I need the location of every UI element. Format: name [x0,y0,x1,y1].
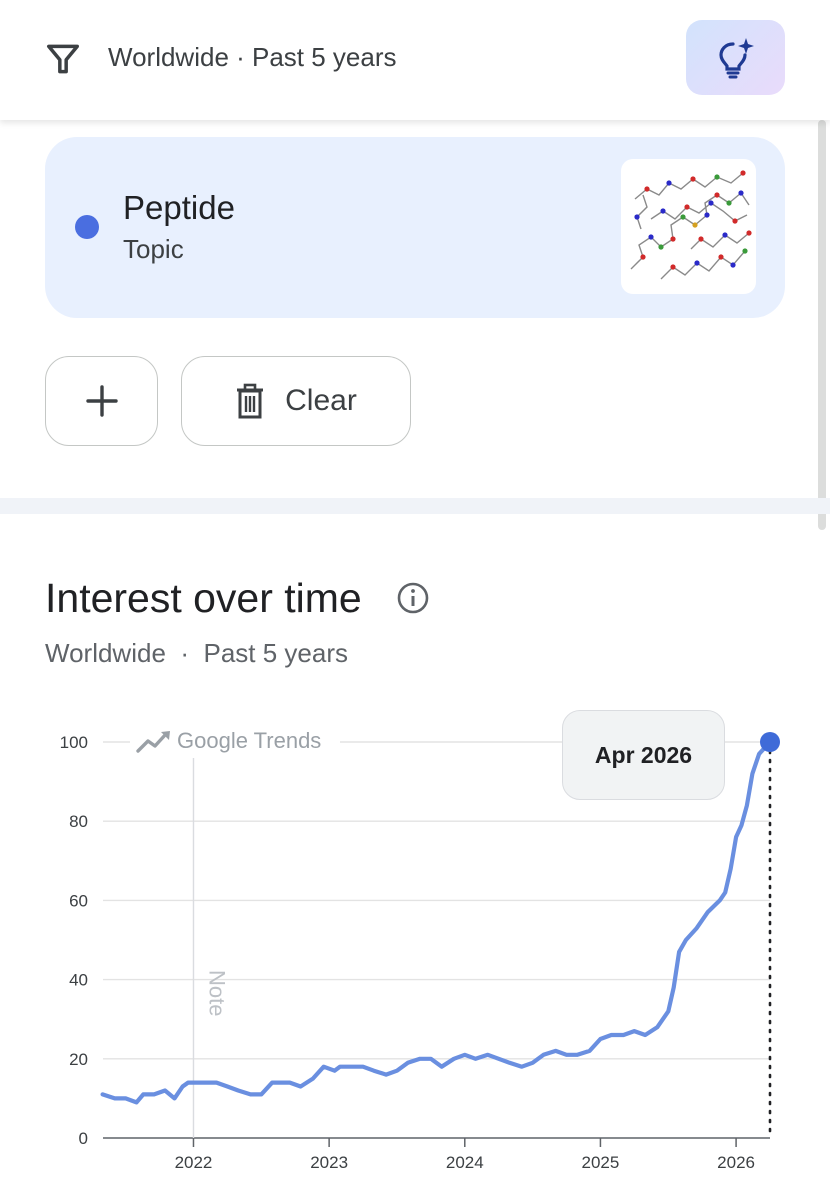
top-bar: Worldwide · Past 5 years [0,0,830,120]
filter-summary[interactable]: Worldwide · Past 5 years [108,42,397,72]
search-term-card[interactable]: Peptide Topic [45,137,785,318]
y-tick-label: 60 [69,891,88,910]
peptide-molecule-image [621,159,756,294]
y-tick-label: 0 [79,1129,88,1148]
page-scrollbar[interactable] [818,120,826,530]
subtitle-separator: · [180,638,190,668]
trends-logo-arrow-icon [161,731,170,740]
watermark-background [130,724,340,758]
section-title: Interest over time [45,575,362,621]
section-subtitle: Worldwide · Past 5 years [45,638,348,668]
x-tick-label: 2025 [582,1153,620,1172]
y-tick-label: 80 [69,812,88,831]
watermark-text: Google Trends [177,728,321,753]
add-comparison-button[interactable] [45,356,158,446]
term-name: Peptide [123,189,235,226]
clear-button-label: Clear [285,384,357,417]
trends-logo-icon [136,732,168,753]
x-tick-label: 2022 [175,1153,213,1172]
y-tick-label: 20 [69,1050,88,1069]
y-tick-label: 40 [69,971,88,990]
trash-icon [237,383,264,419]
term-type: Topic [123,234,184,264]
y-tick-label: 100 [60,733,88,752]
subtitle-period: Past 5 years [203,638,348,668]
subtitle-region: Worldwide [45,638,166,668]
note-label: Note [204,970,229,1016]
ai-insights-button[interactable] [686,20,785,95]
lightbulb-sparkle-icon [718,37,754,78]
section-divider [0,498,830,514]
chart-tooltip: Apr 2026 [562,710,725,800]
series-color-dot [75,215,99,239]
info-icon[interactable] [396,581,430,615]
clear-button[interactable]: Clear [181,356,411,446]
x-tick-label: 2024 [446,1153,484,1172]
series-line [100,739,773,1105]
plus-icon [85,385,118,417]
x-tick-label: 2026 [717,1153,755,1172]
filter-funnel-icon[interactable] [44,40,82,78]
hover-data-point [760,732,780,752]
x-tick-label: 2023 [310,1153,348,1172]
